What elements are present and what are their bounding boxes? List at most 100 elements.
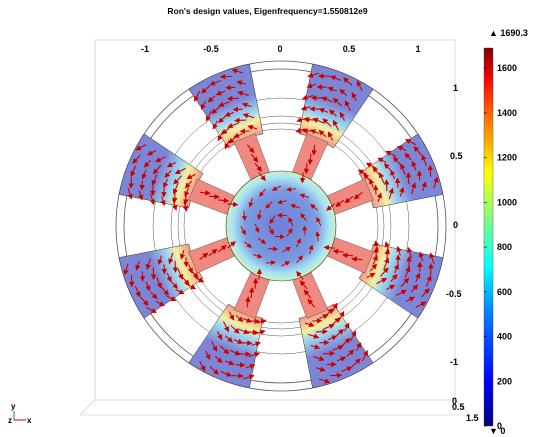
field-arrow — [145, 281, 151, 292]
field-arrow — [315, 231, 321, 242]
field-arrow — [211, 340, 218, 352]
field-arrow — [288, 217, 294, 227]
field-arrow — [184, 187, 190, 198]
field-arrow — [415, 301, 427, 308]
field-arrow — [134, 286, 141, 298]
outline-circle — [152, 97, 410, 355]
field-arrow — [140, 296, 149, 306]
depth-tick-label: 0 — [452, 396, 457, 406]
field-arrow — [307, 333, 320, 339]
field-arrow — [369, 178, 375, 188]
field-arrow — [318, 129, 327, 138]
field-arrow — [237, 90, 249, 97]
colorbar-min-label: ▼ 0 — [489, 426, 505, 436]
field-arrow — [372, 166, 381, 177]
field-arrow — [221, 126, 232, 135]
field-arrow — [323, 323, 335, 330]
field-arrow — [228, 136, 237, 144]
field-arrow — [310, 203, 319, 211]
field-arrow — [251, 341, 262, 347]
top-tick-label: 1 — [415, 44, 420, 54]
field-arrow — [243, 241, 252, 249]
field-arrow — [355, 342, 362, 352]
field-arrow — [135, 144, 147, 151]
field-arrow — [299, 172, 306, 184]
colorbar-max-label: ▲ 1690.3 — [489, 28, 528, 38]
field-arrow — [224, 111, 235, 117]
field-arrow — [286, 186, 297, 192]
field-arrow — [413, 146, 422, 156]
field-arrow — [330, 317, 341, 326]
field-arrow — [299, 280, 308, 290]
field-arrow — [211, 105, 221, 115]
field-arrow — [333, 119, 340, 131]
outline-circle — [177, 122, 385, 330]
field-arrow — [406, 246, 413, 259]
field-arrow — [395, 289, 407, 296]
field-arrow — [336, 356, 347, 362]
field-arrow — [252, 253, 263, 259]
field-arrow — [184, 180, 193, 189]
field-arrow — [336, 328, 344, 337]
field-arrows — [123, 68, 439, 384]
top-tick-label: -1 — [141, 44, 149, 54]
field-arrow — [254, 162, 263, 172]
field-arrow — [361, 350, 368, 362]
field-arrow — [332, 97, 343, 107]
top-axis: -1 -0.5 0 0.5 1 — [141, 44, 421, 54]
field-arrow — [366, 272, 376, 279]
field-arrow — [214, 355, 223, 364]
field-arrow — [150, 291, 158, 300]
field-arrow — [217, 130, 224, 142]
depth-tick-label: 0.5 — [452, 402, 465, 412]
field-arrow — [349, 330, 357, 342]
field-arrow — [303, 163, 310, 175]
field-arrow — [351, 92, 357, 102]
field-arrow — [182, 201, 188, 212]
field-arrow — [227, 122, 239, 129]
field-arrow — [246, 144, 255, 154]
field-arrow — [369, 263, 378, 272]
field-arrow — [225, 335, 233, 343]
colorbar-tick-label: 1200 — [497, 153, 517, 163]
field-arrow — [228, 311, 235, 321]
field-arrow — [277, 199, 288, 205]
field-arrow — [216, 331, 223, 341]
field-arrow — [400, 163, 406, 175]
field-arrow — [330, 75, 342, 81]
field-arrow — [326, 203, 335, 211]
field-arrow — [222, 321, 229, 333]
field-arrow — [404, 152, 412, 161]
field-arrow — [218, 115, 226, 124]
field-arrow — [281, 261, 291, 267]
field-arrow — [296, 255, 304, 264]
outline-circle — [183, 128, 379, 324]
field-arrow — [236, 80, 247, 86]
axis-y-label: y — [11, 402, 16, 411]
field-arrow — [318, 378, 331, 384]
field-arrow — [145, 258, 152, 270]
field-arrow — [248, 197, 254, 208]
field-arrow — [405, 296, 415, 302]
field-arrow — [209, 366, 219, 375]
field-arrow — [130, 165, 136, 177]
field-arrow — [322, 118, 332, 127]
field-arrow — [295, 238, 301, 248]
field-arrow — [149, 193, 156, 206]
field-arrow — [165, 294, 177, 302]
field-arrow — [208, 193, 220, 200]
field-arrow — [265, 260, 276, 266]
field-arrow — [241, 102, 252, 108]
field-arrow — [163, 178, 169, 189]
field-arrow — [218, 197, 230, 204]
colorbar-tick-label: 0 — [497, 421, 502, 431]
colorbar-tick-label: 1000 — [497, 197, 517, 207]
field-arrow — [170, 281, 179, 289]
field-arrow — [418, 251, 424, 262]
field-arrow — [174, 167, 186, 174]
colorbar-tick-label: 1400 — [497, 108, 517, 118]
axes-frame — [79, 39, 471, 416]
field-arrow — [306, 83, 317, 89]
right-tick-label: 0.5 — [450, 151, 463, 161]
